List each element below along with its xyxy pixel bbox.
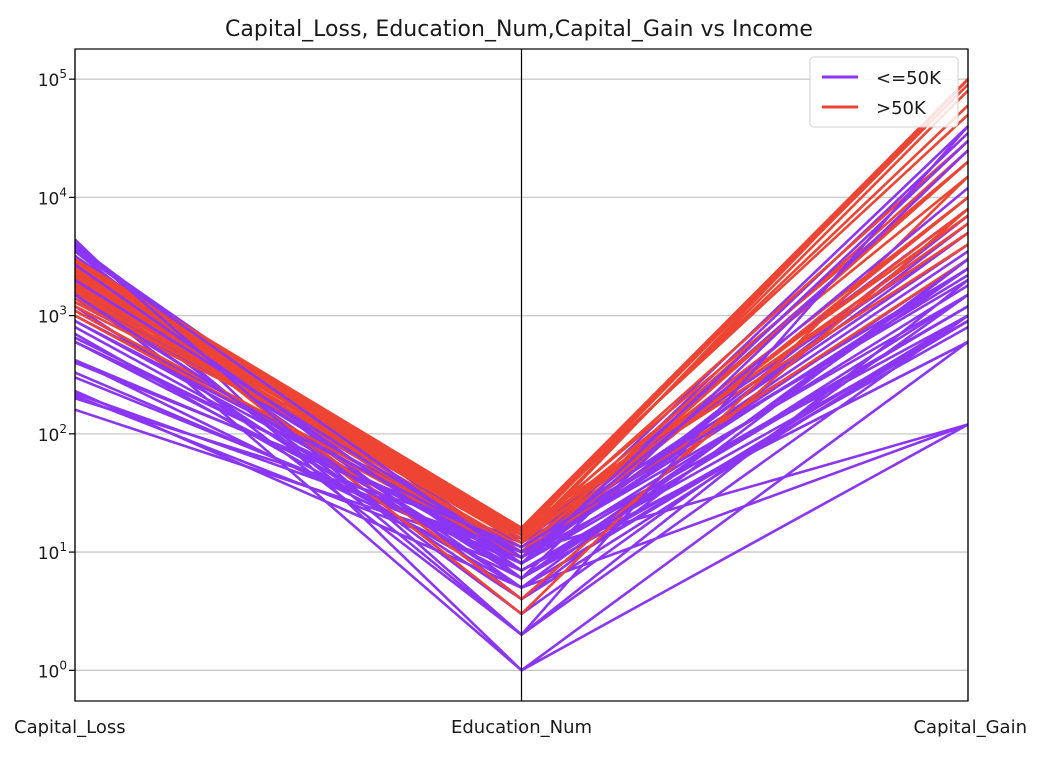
- legend: <=50K >50K: [809, 56, 959, 128]
- y-tick-label-3: 103: [38, 304, 67, 328]
- legend-label-0: <=50K: [876, 68, 942, 89]
- legend-label-1: >50K: [876, 98, 927, 119]
- axis-label-1: Education_Num: [451, 717, 592, 738]
- axis-labels: Capital_Loss Education_Num Capital_Gain: [14, 717, 1027, 738]
- y-tick-label-0: 100: [38, 658, 67, 682]
- axis-label-2: Capital_Gain: [913, 717, 1027, 738]
- plot-frame: [74, 48, 969, 702]
- y-tick-label-5: 105: [38, 67, 67, 91]
- legend-box: [809, 56, 959, 128]
- axis-label-0: Capital_Loss: [14, 717, 126, 738]
- y-tick-labels: 100 101 102 103 104 105: [38, 67, 75, 682]
- y-tick-label-4: 104: [38, 185, 67, 209]
- y-tick-label-2: 102: [38, 422, 67, 446]
- y-tick-label-1: 101: [38, 540, 67, 564]
- chart-title: Capital_Loss, Education_Num,Capital_Gain…: [225, 17, 813, 42]
